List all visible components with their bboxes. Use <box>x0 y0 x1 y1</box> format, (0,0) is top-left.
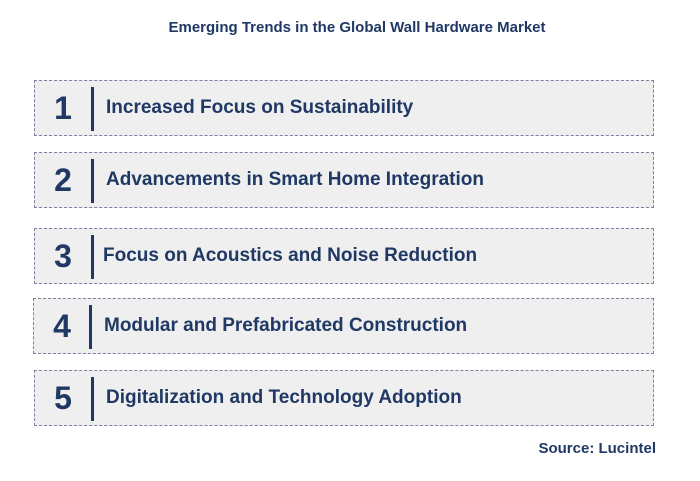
trend-number: 3 <box>54 237 72 274</box>
trend-label: Modular and Prefabricated Construction <box>104 315 468 336</box>
trend-label: Focus on Acoustics and Noise Reduction <box>103 245 478 266</box>
trend-divider <box>89 305 92 349</box>
trend-row-5: 5 Digitalization and Technology Adoption <box>34 370 654 426</box>
trend-label: Advancements in Smart Home Integration <box>106 169 484 190</box>
diagram-title: Emerging Trends in the Global Wall Hardw… <box>168 19 546 36</box>
trend-row-1: 1 Increased Focus on Sustainability <box>34 80 654 136</box>
trend-divider <box>91 377 94 421</box>
trend-number: 1 <box>54 89 72 126</box>
trend-number: 2 <box>54 161 72 198</box>
trend-number: 5 <box>54 379 72 416</box>
trend-divider <box>91 87 94 131</box>
trend-row-3: 3 Focus on Acoustics and Noise Reduction <box>34 228 654 284</box>
trend-row-2: 2 Advancements in Smart Home Integration <box>34 152 654 208</box>
trend-row-4: 4 Modular and Prefabricated Construction <box>33 298 654 354</box>
trend-number: 4 <box>53 307 71 344</box>
trend-label: Digitalization and Technology Adoption <box>106 387 462 408</box>
source-label: Source: Lucintel <box>538 440 656 457</box>
trend-label: Increased Focus on Sustainability <box>106 97 414 118</box>
trend-divider <box>91 235 94 279</box>
trend-divider <box>91 159 94 203</box>
